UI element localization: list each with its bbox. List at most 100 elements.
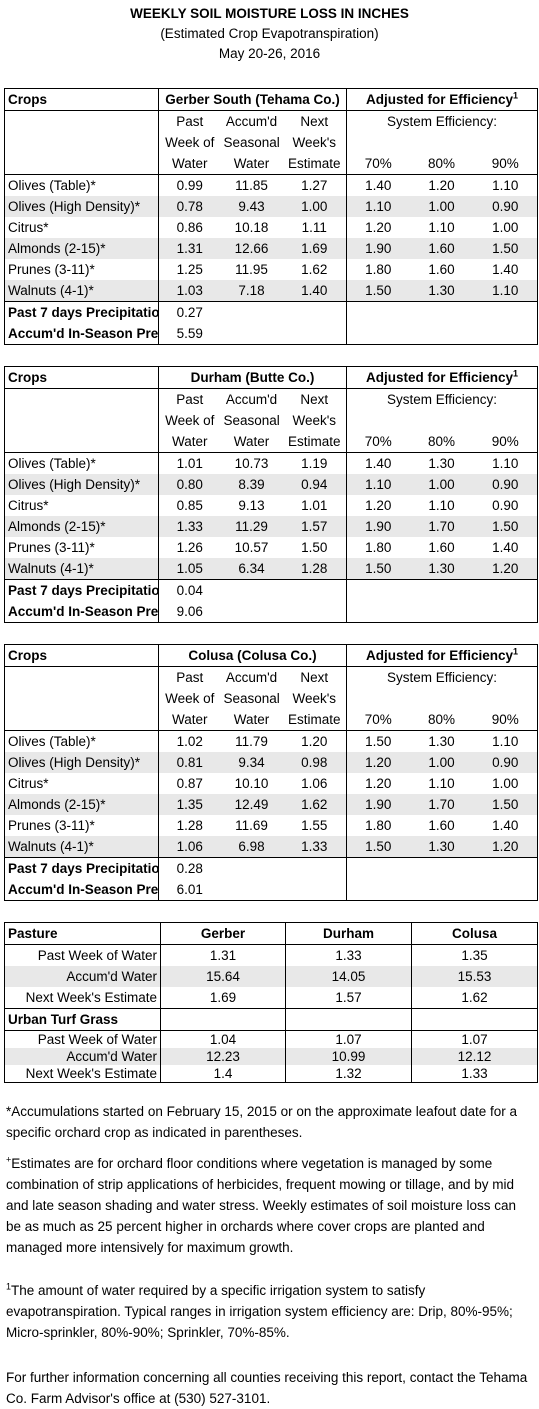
pasture-value: 1.35 <box>411 944 538 966</box>
crop-value: 10.73 <box>234 455 269 471</box>
blank <box>346 132 538 153</box>
crop-name: Almonds (2-15)* <box>4 516 159 537</box>
turf-row: Past Week of Water 1.04 1.07 1.07 <box>5 1030 538 1048</box>
crop-value: 7.18 <box>220 280 283 302</box>
crop-value: 6.98 <box>220 836 283 858</box>
crop-name: Prunes (3-11)* <box>8 539 95 555</box>
note-mark: 1 <box>6 1281 12 1292</box>
precip-row: Accum'd In-Season Precip (in)9.06 <box>5 601 538 623</box>
column-header: Water <box>233 155 270 171</box>
crop-value: 1.11 <box>301 219 327 235</box>
crop-row: Olives (Table)* 1.01 10.73 1.19 1.40 1.30 1.10 <box>5 452 538 474</box>
precip-label: Accum'd In-Season Precip (in) <box>8 325 159 341</box>
row-label: Next Week's Estimate <box>25 1066 157 1081</box>
crop-value: 10.10 <box>234 775 269 791</box>
crop-name: Olives (High Density)* <box>4 196 159 217</box>
station-name: Durham (Butte Co.) <box>157 366 347 389</box>
precip-value: 0.04 <box>158 579 221 601</box>
efficiency-header: 80% <box>428 711 456 727</box>
precip-value: 0.27 <box>158 301 221 323</box>
crop-value: 0.90 <box>492 497 519 513</box>
crop-value: 1.10 <box>492 455 519 471</box>
crop-value: 0.80 <box>158 474 221 495</box>
column-header: Water <box>233 433 270 449</box>
crop-value: 1.00 <box>409 752 474 773</box>
column-header: Next <box>300 113 329 129</box>
turf-row: Accum'd Water 12.23 10.99 12.12 <box>4 1048 538 1065</box>
crop-name: Olives (Table)* <box>8 455 96 471</box>
crops-label: Crops <box>8 91 48 107</box>
crop-value: 1.60 <box>428 261 455 277</box>
subtitle: (Estimated Crop Evapotranspiration) <box>160 26 379 41</box>
crop-row: Walnuts (4-1)* 1.03 7.18 1.40 1.50 1.30 1.10 <box>4 280 538 302</box>
column-header: Accum'd <box>225 391 278 407</box>
crop-value: 1.40 <box>346 452 410 474</box>
turf-row: Next Week's Estimate 1.4 1.32 1.33 <box>5 1065 538 1083</box>
precip-row: Past 7 days Precipitation (in)0.28 <box>5 857 538 901</box>
column-header: Water <box>233 711 270 727</box>
date: May 20-26, 2016 <box>218 46 321 61</box>
crop-value: 1.50 <box>346 836 410 858</box>
blank <box>5 667 159 731</box>
turf-value: 1.07 <box>411 1030 538 1048</box>
pasture-value: 1.62 <box>411 987 538 1009</box>
header: WEEKLY SOIL MOISTURE LOSS IN INCHES (Est… <box>0 0 539 88</box>
crop-value: 1.26 <box>158 537 221 558</box>
footnote-mark: 1 <box>513 646 519 656</box>
pasture-row: Past Week of Water 1.31 1.33 1.35 <box>5 944 538 966</box>
crop-value: 1.20 <box>346 773 410 794</box>
precip-row: Accum'd In-Season Precip (in)6.01 <box>5 879 538 901</box>
crop-name: Prunes (3-11)* <box>8 817 95 833</box>
column-header: Accum'd <box>225 113 278 129</box>
blank <box>285 1008 412 1031</box>
column-header-row: Past Accum'd Next System Efficiency: <box>5 666 538 688</box>
crop-name: Olives (High Density)* <box>4 474 159 495</box>
row-label: Past Week of Water <box>37 1032 157 1047</box>
adjusted-text: Adjusted for Efficiency <box>366 91 514 107</box>
crop-name: Almonds (2-15)* <box>4 794 159 815</box>
crop-value: 0.90 <box>473 474 538 495</box>
turf-label: Urban Turf Grass <box>8 1011 119 1027</box>
note-text: Estimates are for orchard floor conditio… <box>6 1156 517 1255</box>
crop-value: 1.62 <box>301 261 328 277</box>
crop-name: Almonds (2-15)* <box>4 238 159 259</box>
crop-value: 10.18 <box>234 219 269 235</box>
pasture-row: Accum'd Water 15.64 14.05 15.53 <box>4 966 538 987</box>
efficiency-header: 80% <box>428 433 456 449</box>
crop-value: 1.50 <box>301 539 328 555</box>
column-header: Seasonal <box>223 134 280 150</box>
crop-value: 1.70 <box>409 516 474 537</box>
crop-row: Almonds (2-15)* 1.31 12.66 1.69 1.90 1.60 1.50 <box>4 238 538 259</box>
crop-value: 0.87 <box>158 773 221 794</box>
crop-value: 1.00 <box>409 196 474 217</box>
column-header: Past <box>158 110 221 132</box>
crop-name: Citrus* <box>8 497 49 513</box>
column-header: Week's <box>292 134 337 150</box>
crop-value: 1.01 <box>158 452 221 474</box>
crop-value: 1.30 <box>409 280 474 302</box>
precip-value: 6.01 <box>158 879 221 901</box>
adjusted-text: Adjusted for Efficiency <box>366 647 514 663</box>
crop-value: 1.10 <box>473 280 538 302</box>
crop-value: 1.10 <box>428 775 455 791</box>
footnote-mark: 1 <box>513 368 519 378</box>
pasture-row: Next Week's Estimate 1.69 1.57 1.62 <box>4 987 538 1009</box>
column-header-row: Water Water Estimate 70% 80% 90% <box>4 709 538 731</box>
crop-value: 1.02 <box>158 730 221 752</box>
crop-value: 1.00 <box>492 219 519 235</box>
note-text: *Accumulations started on February 15, 2… <box>6 1104 518 1140</box>
title-row: Crops Gerber South (Tehama Co.) Adjusted f… <box>4 88 538 111</box>
crop-value: 1.19 <box>301 455 328 471</box>
pasture-value: 1.69 <box>160 987 286 1009</box>
crop-value: 1.55 <box>301 817 328 833</box>
crop-value: 1.00 <box>282 196 347 217</box>
crop-row: Walnuts (4-1)* 1.06 6.98 1.33 1.50 1.30 1.20 <box>4 836 538 858</box>
column-header-row: Week of Seasonal Week's <box>5 410 538 431</box>
crop-value: 1.20 <box>346 495 410 516</box>
crop-value: 1.28 <box>282 558 347 580</box>
crop-value: 1.80 <box>346 259 410 280</box>
turf-value: 1.04 <box>160 1030 286 1048</box>
turf-value: 12.12 <box>411 1048 538 1065</box>
crop-value: 1.70 <box>409 794 474 815</box>
